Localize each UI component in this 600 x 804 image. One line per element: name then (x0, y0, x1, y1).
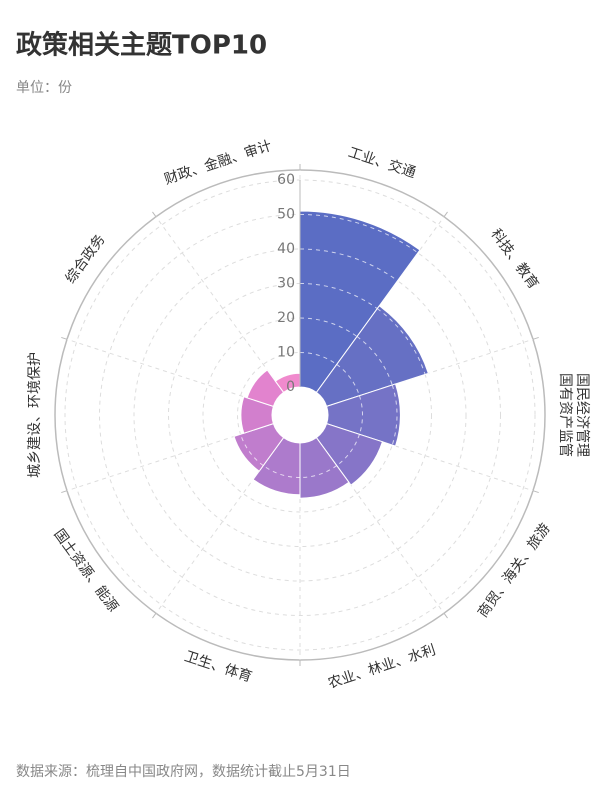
bar-grid-arc (299, 283, 378, 310)
category-label-line: 财政、金融、审计 (162, 138, 273, 188)
outer-tick (443, 211, 448, 218)
category-label-line: 农业、林业、水利 (326, 642, 437, 692)
outer-tick (61, 336, 68, 340)
bar-grid-arc (299, 248, 398, 282)
bar-grid-arc (240, 434, 264, 466)
r-tick-label: 60 (277, 172, 295, 188)
r-tick-label: 50 (277, 207, 295, 223)
r-tick-label: 30 (277, 276, 295, 292)
category-label: 商贸、海关、旅游 (475, 521, 554, 621)
bar (326, 383, 401, 447)
category-label-line: 国有资产监管 (557, 373, 573, 457)
bar (315, 305, 429, 407)
category-label-line: 城乡建设、环境保护 (27, 352, 43, 478)
chart-title: 政策相关主题TOP10 (16, 30, 267, 61)
bar (246, 369, 285, 407)
category-label: 农业、林业、水利 (326, 642, 437, 692)
outer-tick (152, 612, 157, 619)
r-tick-label: 40 (277, 241, 295, 257)
category-label-line: 商贸、海关、旅游 (475, 521, 554, 621)
category-label: 科技、教育 (487, 226, 541, 292)
bar (233, 423, 285, 472)
bar-grid-arc (336, 364, 360, 396)
outer-tick (152, 211, 157, 218)
category-label-line: 国民经济管理 (574, 373, 590, 457)
bar-grid-arc (262, 465, 301, 478)
bar-grid-arc (299, 465, 338, 478)
r-tick-label: 10 (277, 345, 295, 361)
outer-tick (443, 612, 448, 619)
category-label-line: 综合政务 (63, 232, 109, 287)
outer-tick (532, 336, 539, 340)
category-label: 城乡建设、环境保护 (27, 352, 43, 478)
outer-tick (532, 490, 539, 494)
bar-grid-arc (299, 352, 338, 365)
bar-grid-arc (358, 395, 363, 435)
bar (240, 396, 274, 434)
bar (299, 436, 350, 499)
grid-line (133, 248, 467, 582)
category-label-line: 科技、教育 (487, 226, 541, 292)
chart-subtitle: 单位：份 (16, 80, 72, 96)
category-label-line: 卫生、体育 (182, 649, 254, 686)
radial-grid-line (66, 338, 274, 407)
bar-grid-arc (299, 214, 419, 254)
outer-tick (61, 490, 68, 494)
bar (315, 423, 384, 486)
category-label: 综合政务 (63, 232, 109, 287)
category-label: 财政、金融、审计 (162, 138, 273, 188)
r-tick-label: 0 (286, 379, 295, 395)
bar-grid-arc (376, 308, 426, 375)
bar (299, 210, 421, 394)
category-label: 卫生、体育 (182, 649, 254, 686)
category-label: 工业、交通 (346, 144, 418, 182)
radial-grid-line (155, 216, 284, 393)
bar (252, 436, 301, 496)
category-label-line: 工业、交通 (346, 144, 418, 182)
bar-grid-arc (336, 434, 360, 466)
r-tick-label: 20 (277, 310, 295, 326)
source-note: 数据来源：梳理自中国政府网，数据统计截止5月31日 (16, 764, 351, 780)
